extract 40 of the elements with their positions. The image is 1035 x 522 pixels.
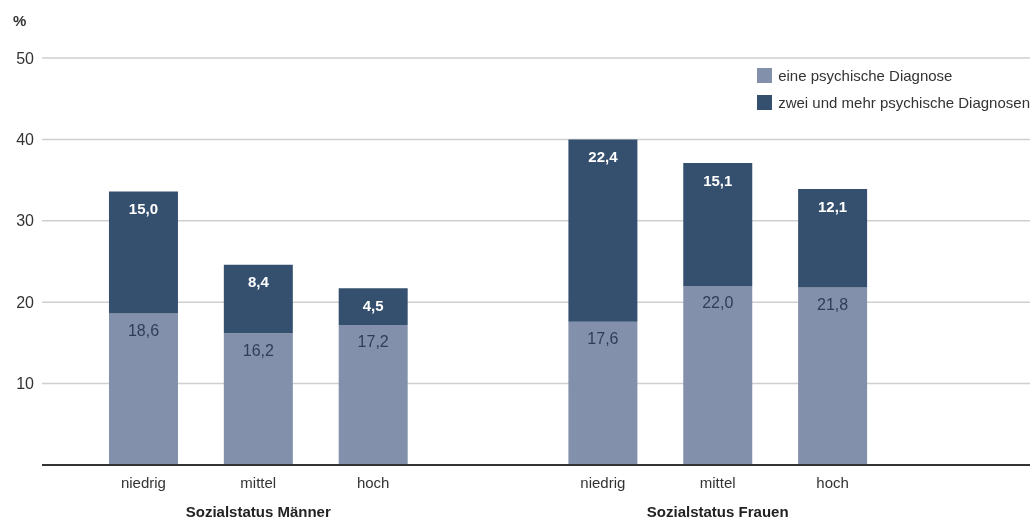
text: Sozialstatus Frauen (645, 502, 790, 522)
bar (223, 333, 293, 465)
data-label: 12,1 (818, 197, 848, 215)
bar (568, 321, 638, 465)
y-tick-label: 30 (16, 212, 35, 230)
bar (683, 285, 753, 465)
data-label: 4,5 (362, 296, 384, 314)
data-label: 18,6 (127, 322, 160, 340)
text: Sozialstatus Männer (184, 502, 332, 522)
legend-label: eine psychische Diagnose (778, 67, 953, 84)
bar (338, 288, 408, 325)
x-tick-label: mittel (699, 473, 736, 491)
x-tick-label: hoch (356, 473, 390, 491)
data-label: 16,2 (242, 341, 274, 359)
bar (798, 189, 868, 288)
data-label: 22,4 (588, 147, 619, 165)
bar (798, 287, 868, 465)
y-tick-label: 40 (16, 131, 35, 149)
bar (108, 191, 178, 314)
bar (683, 163, 753, 286)
data-label: 21,8 (817, 296, 849, 314)
x-tick-label: hoch (816, 473, 849, 491)
y-axis-title: % (13, 12, 27, 30)
data-label: 17,6 (587, 330, 619, 348)
bar (568, 139, 638, 322)
legend-label: zwei und mehr psychische Diagnosen (778, 94, 1030, 111)
data-label: 15,1 (703, 171, 733, 189)
y-tick-label: 20 (16, 293, 35, 311)
data-label: 15,0 (128, 200, 159, 217)
data-label: 17,2 (357, 333, 389, 351)
x-tick-label: mittel (240, 473, 277, 491)
y-tick-label: 50 (16, 49, 35, 67)
data-label: 22,0 (702, 294, 734, 312)
y-tick-label: 10 (16, 375, 35, 393)
bar (338, 324, 408, 465)
data-label: 8,4 (247, 273, 270, 291)
x-tick-label: niedrig (580, 473, 626, 491)
bar (108, 313, 178, 465)
bar (223, 264, 293, 334)
x-tick-label: niedrig (120, 473, 166, 491)
